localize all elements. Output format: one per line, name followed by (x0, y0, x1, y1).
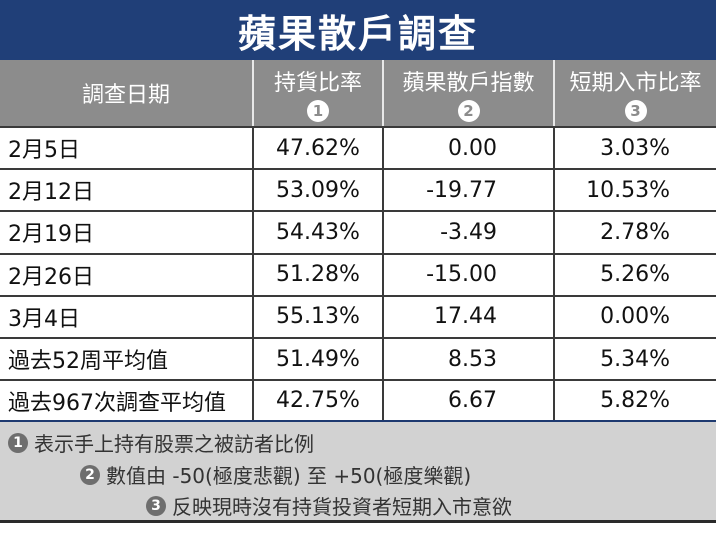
cell-date: 2月19日 (0, 212, 254, 253)
table-row: 2月19日 54.43% -3.49 2.78% (0, 212, 716, 255)
cell-short-term-entry: 0.00% (600, 304, 670, 330)
footnote-2-marker-icon: 2 (80, 464, 100, 485)
header-date-label: 調查日期 (81, 83, 170, 108)
cell-date: 2月5日 (0, 128, 254, 169)
cell-short-term-entry: 5.34% (600, 346, 670, 372)
cell-retail-index: -19.77 (384, 170, 555, 211)
cell-retail-index: 17.44 (384, 296, 555, 337)
header-retail-index-label: 蘋果散戶指數 (402, 70, 535, 96)
cell-short-term-entry: 10.53% (586, 177, 670, 203)
note-1-marker-icon: 1 (307, 99, 329, 122)
header-date: 調查日期 (0, 60, 254, 126)
table-body: 2月5日 47.62% 0.00 3.03% 2月12日 53.09% -19.… (0, 126, 716, 424)
footnote-2: 2 數值由 -50(極度悲觀) 至 +50(極度樂觀) (80, 460, 471, 489)
footnote-3: 3 反映現時沒有持貨投資者短期入市意欲 (146, 491, 512, 520)
table-header: 調查日期 持貨比率 1 蘋果散戶指數 2 短期入市比率 3 (0, 60, 716, 126)
footnote-1-text: 表示手上持有股票之被訪者比例 (34, 432, 314, 456)
footnote-3-text: 反映現時沒有持貨投資者短期入市意欲 (172, 495, 512, 519)
cell-short-term-entry: 3.03% (600, 135, 670, 161)
header-holding-ratio-label: 持貨比率 (273, 70, 362, 96)
cell-date: 2月12日 (0, 170, 254, 211)
table-row: 2月12日 53.09% -19.77 10.53% (0, 170, 716, 213)
header-short-term-entry-label: 短期入市比率 (569, 70, 702, 96)
footnote-2-text: 數值由 -50(極度悲觀) 至 +50(極度樂觀) (106, 464, 472, 488)
footnote-3-marker-icon: 3 (146, 495, 166, 516)
cell-retail-index: -3.49 (384, 212, 555, 253)
cell-holding-ratio: 51.49% (254, 338, 384, 380)
cell-date: 過去967次調查平均值 (0, 381, 254, 421)
cell-date: 過去52周平均值 (0, 338, 254, 380)
cell-date: 2月26日 (0, 254, 254, 295)
cell-short-term-entry: 5.26% (600, 262, 670, 288)
cell-holding-ratio: 42.75% (254, 381, 384, 421)
cell-retail-index: 0.00 (384, 128, 555, 169)
cell-retail-index: -15.00 (384, 254, 555, 295)
footnote-1-marker-icon: 1 (8, 432, 28, 453)
cell-holding-ratio: 55.13% (254, 296, 384, 337)
footnote-1: 1 表示手上持有股票之被訪者比例 (8, 428, 314, 457)
header-retail-index: 蘋果散戶指數 2 (384, 60, 555, 126)
cell-retail-index: 8.53 (384, 338, 555, 380)
cell-holding-ratio: 47.62% (254, 128, 384, 169)
table-row: 2月26日 51.28% -15.00 5.26% (0, 254, 716, 297)
cell-holding-ratio: 53.09% (254, 170, 384, 211)
footnotes: 1 表示手上持有股票之被訪者比例 2 數值由 -50(極度悲觀) 至 +50(極… (0, 422, 716, 523)
cell-holding-ratio: 54.43% (254, 212, 384, 253)
table-row: 過去967次調查平均值 42.75% 6.67 5.82% (0, 381, 716, 424)
cell-date: 3月4日 (0, 296, 254, 337)
cell-retail-index: 6.67 (384, 381, 555, 421)
header-short-term-entry: 短期入市比率 3 (555, 60, 716, 126)
header-holding-ratio: 持貨比率 1 (254, 60, 384, 126)
cell-holding-ratio: 51.28% (254, 254, 384, 295)
note-3-marker-icon: 3 (624, 99, 647, 122)
table-row: 2月5日 47.62% 0.00 3.03% (0, 128, 716, 171)
survey-title: 蘋果散戶調查 (0, 0, 716, 60)
table-row: 3月4日 55.13% 17.44 0.00% (0, 296, 716, 339)
table-row: 過去52周平均值 51.49% 8.53 5.34% (0, 338, 716, 382)
cell-short-term-entry: 5.82% (600, 388, 670, 414)
cell-short-term-entry: 2.78% (600, 219, 670, 245)
note-2-marker-icon: 2 (457, 99, 480, 122)
